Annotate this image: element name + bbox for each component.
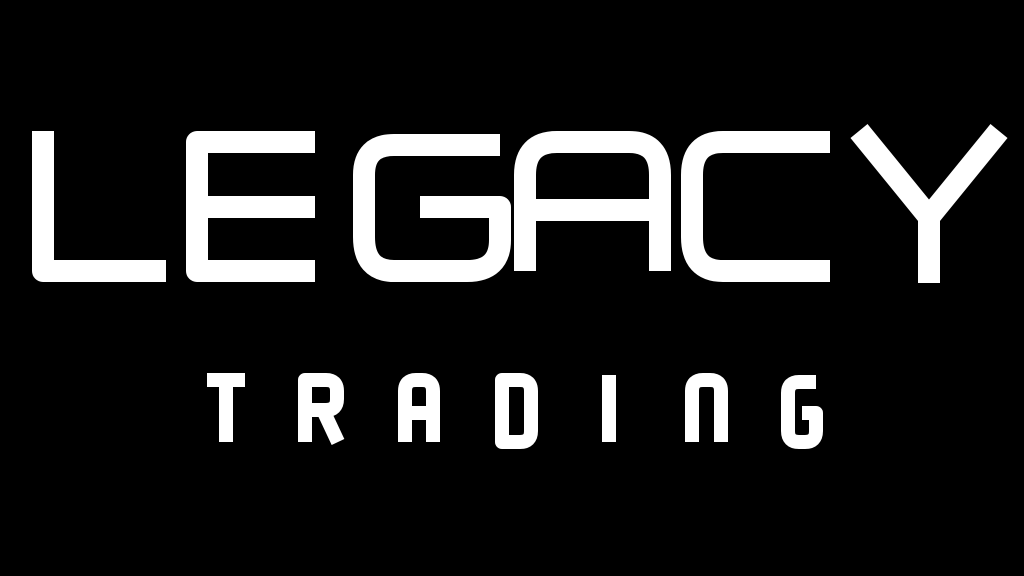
logo-primary-word <box>32 124 1008 283</box>
logo-secondary-word <box>207 373 823 449</box>
letter-g <box>353 134 511 282</box>
letter-d <box>495 373 538 449</box>
letter-a <box>514 131 671 271</box>
letter-t <box>207 373 245 442</box>
letter-e <box>186 131 315 282</box>
letter-a-small <box>398 373 440 442</box>
letter-c <box>681 131 830 282</box>
letter-g-small <box>781 375 823 449</box>
letter-y <box>850 124 1008 283</box>
letter-r <box>298 373 345 445</box>
letter-n <box>685 373 728 442</box>
letter-l <box>32 131 166 282</box>
